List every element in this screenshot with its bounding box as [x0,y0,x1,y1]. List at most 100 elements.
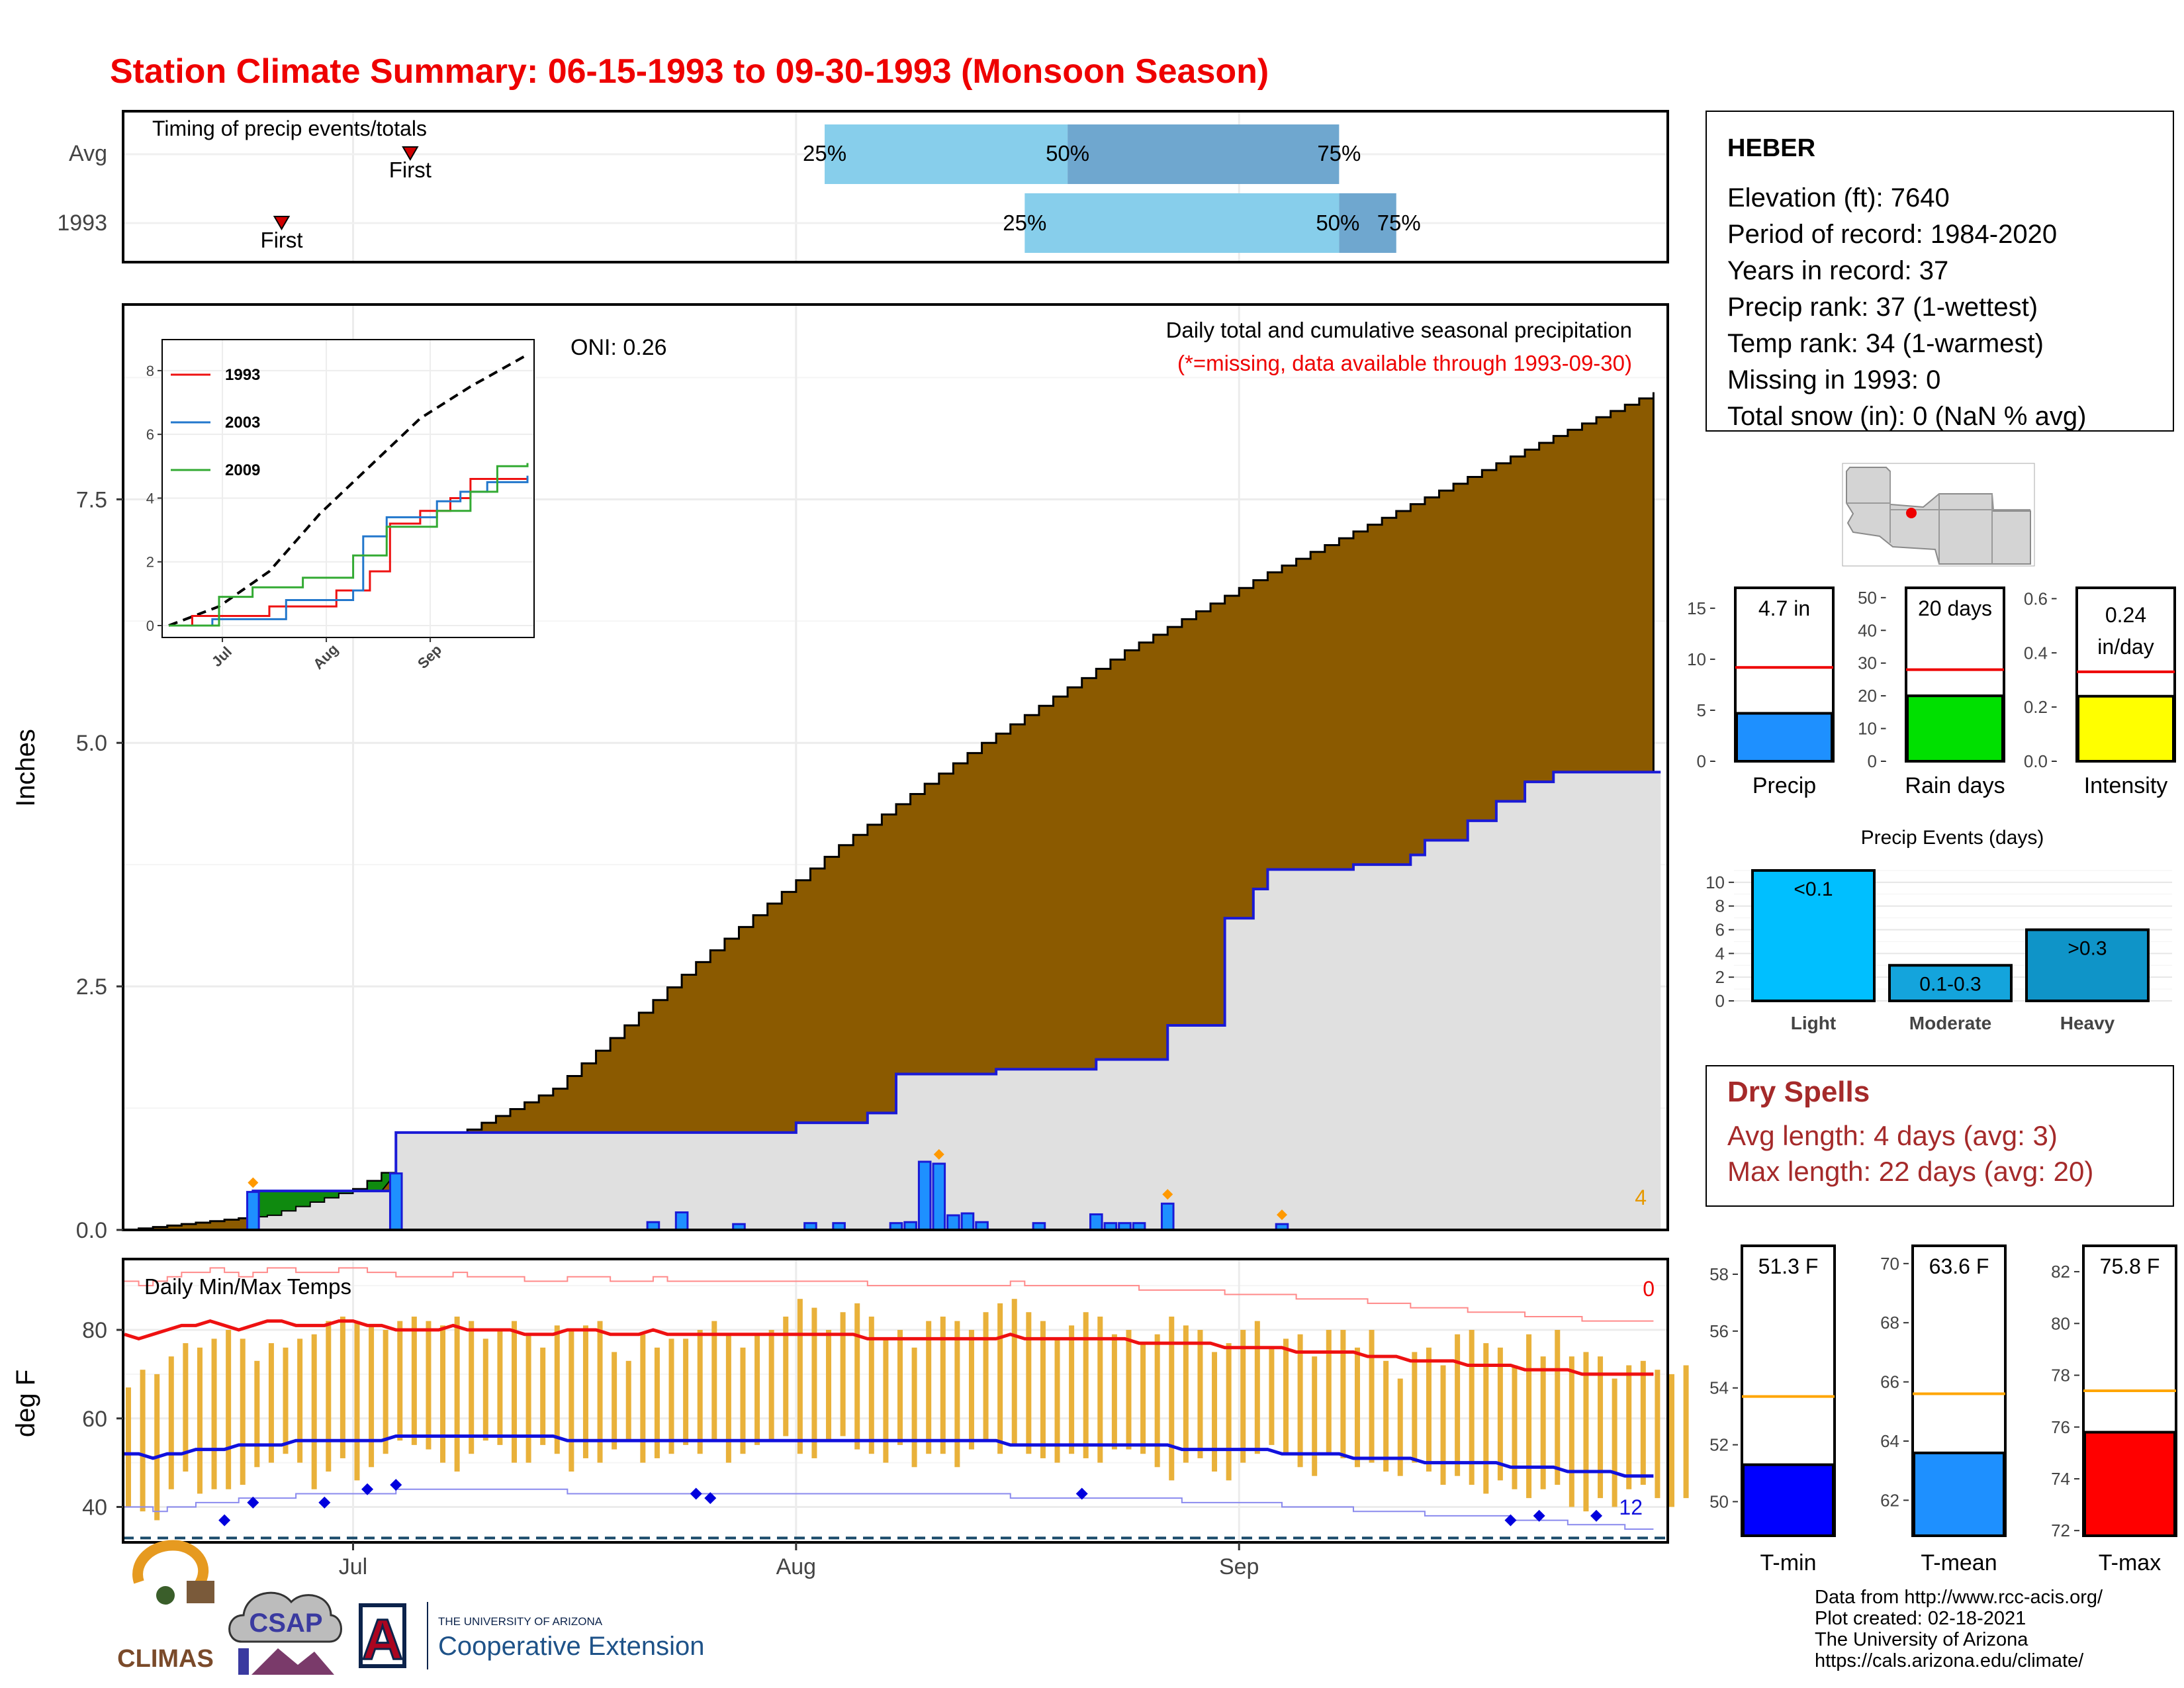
tempbar-y-tick-label: 82 [2051,1262,2070,1282]
temp-range-bar [1526,1334,1532,1499]
minibar-y-tick-label: 10 [1687,649,1706,669]
temp-range-bar [1197,1330,1203,1458]
timing-year-first-marker [273,216,291,230]
temp-range-bar [1569,1356,1574,1507]
timing-avg-bar-25-50 [825,124,1068,184]
temp-range-bar [1455,1334,1461,1476]
temp-panel-frame [122,1258,1669,1544]
minibar-value-intensity [2077,694,2175,763]
temp-range-bar [354,1321,360,1481]
inset-legend: 1993 2003 2009 [171,366,260,479]
temp-range-bar [1183,1325,1189,1463]
heavy-day-marker [248,1177,259,1188]
temp-range-bar [926,1321,932,1454]
temp-range-bar [1283,1338,1289,1454]
temp-range-bar [1640,1360,1646,1485]
tempbar-value-tmax [2083,1430,2176,1538]
temp-range-bar [1083,1312,1089,1458]
events-title: Precip Events (days) [1861,827,2044,849]
minibar-y-tick-label: 0.4 [2024,643,2048,663]
timing-year-p50-label: 50% [1316,211,1359,235]
temp-range-bar [1483,1343,1489,1494]
temp-range-bar [883,1338,889,1463]
temp-range-bar [1126,1330,1132,1450]
temp-panel: 40 60 80 deg F Daily Min/Max Temps 0 12 Ju… [11,1258,1689,1579]
precip-panel: 0.0 2.5 5.0 7.5 Inches ONI: 0.26 Daily tota… [11,303,1669,1243]
temp-range-bar [668,1338,674,1454]
events-y-tick-label: 8 [1715,896,1725,916]
events-bar-moderate [1888,964,2013,1002]
timing-year-p25-label: 25% [1003,211,1046,235]
events-bar-label: 0.1-0.3 [1919,973,1981,995]
minibar-category-intensity: Intensity [2084,773,2168,798]
temp-range-bar [1412,1352,1418,1463]
minibar-y-tick-label: 20 [1858,686,1877,706]
precip-y-label: Inches [11,729,40,807]
station-line-missing: Missing in 1993: 0 [1727,365,1940,395]
station-line-period: Period of record: 1984-2020 [1727,220,2057,249]
temp-range-bar [1340,1330,1346,1458]
inset-legend-label: 2009 [225,461,260,479]
precip-y-tick-label: 0.0 [76,1218,107,1243]
events-bar-label: >0.3 [2068,938,2107,960]
temp-range-bar [469,1321,475,1454]
events-bar-light [1751,868,1876,1003]
temp-range-bar [525,1334,531,1463]
temp-range-bar [868,1316,874,1454]
station-line-temp-rank: Temp rank: 34 (1-warmest) [1727,329,2044,358]
climas-logo-swirl [132,1540,209,1589]
temp-range-bar [1598,1356,1604,1499]
minibar-value-unit-intensity: in/day [2097,635,2154,659]
temp-range-bar [440,1325,446,1463]
timing-bars [825,124,1396,253]
tempbar-y-tick-label: 80 [2051,1313,2070,1333]
minibar-y-tick-label: 0 [1868,751,1877,771]
temp-y-tick-label: 40 [82,1495,107,1521]
temp-range-bar [254,1360,260,1468]
dry-spells-frame [1706,1065,2174,1207]
climas-logo: CLIMAS [117,1540,214,1673]
temp-range-bar [640,1334,646,1463]
heavy-day-marker [1277,1209,1287,1221]
temp-y-tick-label: 80 [82,1318,107,1343]
temp-range-bar [240,1338,246,1485]
tempbar-category-tmean: T-mean [1921,1550,1997,1575]
minibar-y-tick-label: 40 [1858,620,1877,640]
inset-x-tick-label: Sep [414,641,445,672]
precip-panel-frame [122,303,1669,1231]
timing-row-label-year: 1993 [57,211,107,236]
temp-range-bar [168,1356,174,1489]
tempbar-y-tick-label: 70 [1880,1254,1899,1274]
dry-spells-title: Dry Spells [1727,1076,1870,1108]
footer-line-created: Plot created: 02-18-2021 [1815,1608,2026,1629]
timing-year-bar-25-50 [1024,193,1340,253]
temp-range-bar [1212,1352,1218,1472]
daily-precip-bar [1089,1213,1103,1231]
temp-range-bar [1369,1330,1375,1463]
minibar-value-label-precip: 4.7 in [1758,596,1810,620]
precip-y-tick-label: 2.5 [76,974,107,1000]
station-line-years: Years in record: 37 [1727,256,1948,285]
inset-y-tick-label: 4 [146,490,154,506]
record-low-marker [1590,1509,1603,1522]
temp-range-bar [554,1325,560,1454]
tempbar-y-tick-label: 74 [2051,1469,2070,1489]
temp-range-bar [597,1321,603,1463]
temp-range-bar [897,1330,903,1445]
temp-range-bar [1512,1365,1518,1489]
date-x-tick-label: Jul [339,1554,367,1579]
temp-range-bar [454,1316,460,1472]
inset-series-line-2009 [169,463,529,627]
temp-range-bar [754,1334,760,1445]
timing-panel: Timing of precip events/totals Avg 1993 … [57,110,1774,263]
minibar-category-raindays: Rain days [1905,773,2005,798]
csap-logo-text: CSAP [249,1609,322,1638]
timing-avg-first-marker [402,146,419,161]
temp-range-bar [1140,1343,1146,1454]
climas-logo-dot [156,1586,175,1605]
footer-line-url: https://cals.arizona.edu/climate/ [1815,1650,2084,1671]
temp-range-bar [968,1330,974,1450]
date-x-tick-label: Sep [1219,1554,1259,1579]
tempbar-value-tmin [1742,1463,1835,1537]
